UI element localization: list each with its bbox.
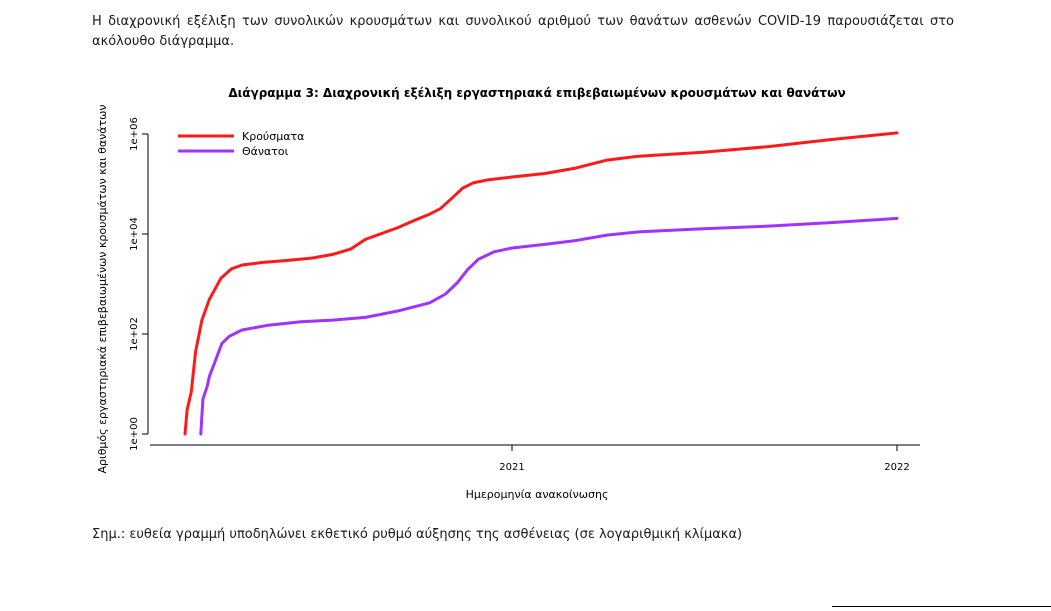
x-axis-label: Ημερομηνία ανακοίνωσης xyxy=(466,488,609,501)
series-lines xyxy=(183,131,899,436)
chart-note: Σημ.: ευθεία γραμμή υποδηλώνει εκθετικό … xyxy=(92,527,743,542)
y-axis-label: Αριθμός εργαστηριακά επιβεβαιωμένων κρου… xyxy=(96,104,109,473)
chart-title: Διάγραμμα 3: Διαχρονική εξέλιξη εργαστηρ… xyxy=(228,86,845,100)
intro-paragraph: Η διαχρονική εξέλιξη των συνολικών κρουσ… xyxy=(92,14,954,49)
y-tick-label: 1e+00 xyxy=(129,417,140,451)
y-tick-label: 1e+06 xyxy=(129,117,140,151)
chart-axes xyxy=(147,134,920,446)
legend: Κρούσματα Θάνατοι xyxy=(178,130,304,158)
series-line-deaths xyxy=(199,216,899,436)
x-tick-label: 2021 xyxy=(499,462,524,473)
y-tick-label: 1e+02 xyxy=(129,317,140,351)
y-tick-label: 1e+04 xyxy=(129,217,140,251)
x-axis-ticks: 2021 2022 xyxy=(499,445,910,473)
legend-label-cases: Κρούσματα xyxy=(242,130,304,143)
x-tick-label: 2022 xyxy=(884,462,909,473)
legend-label-deaths: Θάνατοι xyxy=(242,145,289,158)
series-line-cases xyxy=(183,131,899,436)
y-axis-ticks: 1e+00 1e+02 1e+04 1e+06 xyxy=(129,117,148,451)
footer-rule xyxy=(832,606,1051,607)
